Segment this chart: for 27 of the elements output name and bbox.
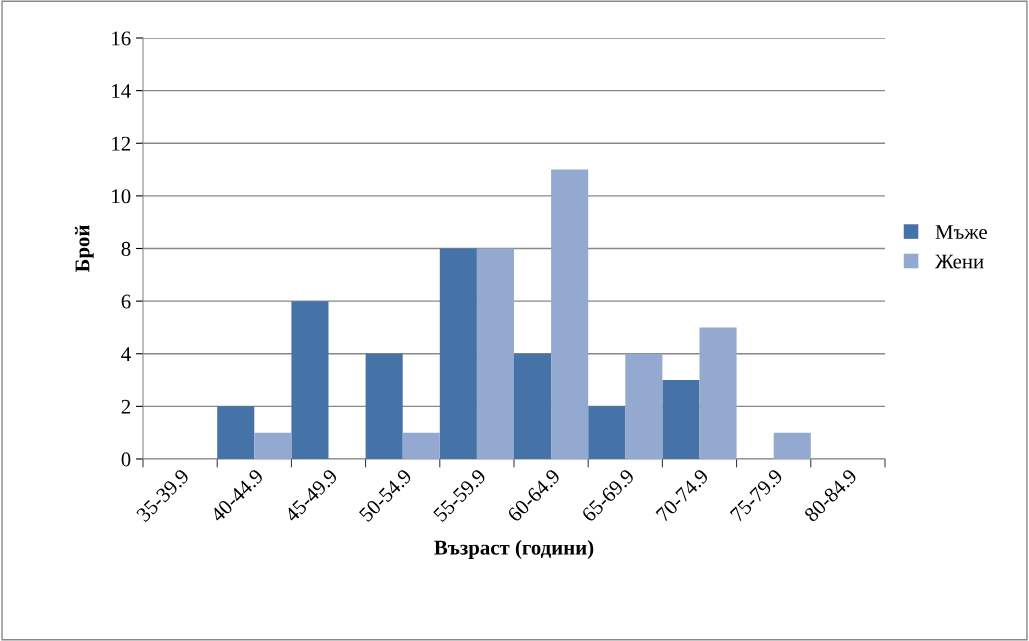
legend-label: Жени	[935, 254, 984, 269]
y-tick-label: 6	[121, 294, 131, 309]
bar	[476, 248, 514, 459]
bar	[254, 432, 292, 459]
bar	[773, 432, 811, 459]
y-tick-label: 0	[121, 452, 131, 467]
bar	[699, 327, 737, 459]
bar	[662, 380, 700, 459]
bar	[625, 353, 663, 459]
bar	[439, 248, 477, 459]
bar	[365, 353, 403, 459]
y-tick-label: 2	[121, 399, 131, 414]
legend-label: Мъже	[935, 225, 987, 240]
bar	[514, 353, 552, 459]
y-tick-label: 4	[121, 347, 131, 361]
y-tick-label: 8	[121, 241, 131, 256]
x-axis-title: Възраст (години)	[434, 540, 594, 559]
bar	[291, 301, 329, 459]
y-tick-label: 12	[112, 136, 131, 151]
bar	[402, 432, 440, 459]
y-tick-label: 14	[112, 84, 131, 98]
y-tick-label: 16	[112, 31, 131, 46]
bar	[551, 169, 589, 459]
y-tick-label: 10	[112, 189, 131, 204]
bar	[217, 406, 255, 459]
bar	[588, 406, 626, 459]
y-axis-title: Брой	[74, 225, 94, 273]
